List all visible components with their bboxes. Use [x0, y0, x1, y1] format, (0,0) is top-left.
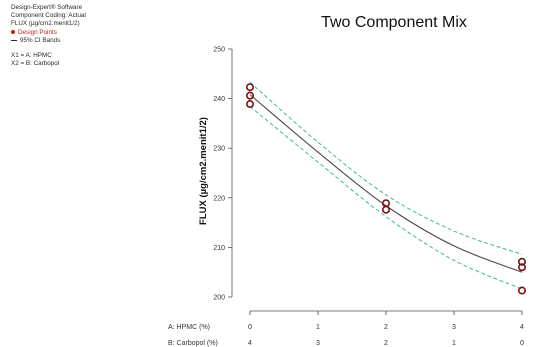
- design-point-marker-icon: [11, 29, 15, 34]
- design-point: [517, 286, 526, 295]
- fit-curve: [249, 94, 523, 273]
- y-tick-label: 200: [213, 295, 225, 302]
- x1-definition: X1 = A: HPMC: [11, 52, 52, 60]
- y-tick-label: 250: [213, 47, 225, 54]
- x-tick-label-carbopol: 1: [452, 340, 456, 347]
- line-marker-icon: [11, 39, 17, 41]
- fit-line: [249, 94, 523, 273]
- design-point: [517, 263, 526, 272]
- design-point: [246, 100, 255, 109]
- response-label: FLUX (µg/cm2.menit1/2): [11, 20, 80, 28]
- software-label: Design-Expert® Software: [11, 4, 83, 11]
- x-tick-label-hpmc: 2: [384, 324, 388, 331]
- x-tick-label-carbopol: 0: [520, 340, 524, 347]
- legend-design-points: Design Points: [11, 29, 86, 37]
- x-axis-label-carbopol: B: Carbopol (%): [168, 340, 218, 347]
- y-tick-label: 240: [213, 96, 225, 103]
- x-tick-label-hpmc: 0: [248, 324, 252, 331]
- ci-upper-band: [249, 81, 523, 255]
- design-point: [246, 83, 255, 92]
- x-tick-label-carbopol: 4: [248, 340, 252, 347]
- design-point: [381, 205, 390, 214]
- axes: 200 210 220 230 240 250 0 4 1 3 2 2 3 1 4 0: [213, 47, 524, 347]
- info-panel: Design-Expert® Software Component Coding…: [11, 4, 86, 68]
- coding-label: Component Coding: Actual: [11, 12, 86, 20]
- y-tick-label: 230: [213, 146, 225, 153]
- design-point: [246, 91, 255, 100]
- x-tick-label-hpmc: 1: [316, 324, 320, 331]
- y-tick-label: 220: [213, 195, 225, 202]
- x-tick-label-carbopol: 2: [384, 340, 388, 347]
- x-tick-label-hpmc: 4: [520, 324, 524, 331]
- ci-bands: [249, 81, 523, 290]
- x2-definition: X2 = B: Carbopol: [11, 60, 60, 68]
- design-point: [517, 257, 526, 266]
- x-axis-label-hpmc: A: HPMC (%): [168, 324, 210, 331]
- x-tick-label-carbopol: 3: [316, 340, 320, 347]
- chart-title: Two Component Mix: [321, 14, 467, 31]
- x-tick-label-hpmc: 3: [452, 324, 456, 331]
- legend-design-points-label: Design Points: [18, 28, 57, 36]
- y-tick-label: 210: [213, 245, 225, 252]
- ci-lower-band: [249, 106, 523, 290]
- y-axis-label: FLUX (µg/cm2.menit1/2): [198, 117, 209, 225]
- legend-ci-bands: 95% CI Bands: [11, 37, 86, 45]
- design-points: [246, 83, 526, 295]
- legend-ci-bands-label: 95% CI Bands: [20, 36, 61, 44]
